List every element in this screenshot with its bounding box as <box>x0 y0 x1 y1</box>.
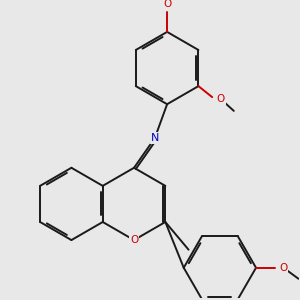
Text: N: N <box>151 133 159 143</box>
Text: O: O <box>217 94 225 104</box>
Text: O: O <box>130 235 138 245</box>
Text: O: O <box>279 263 288 273</box>
Text: O: O <box>163 0 171 9</box>
